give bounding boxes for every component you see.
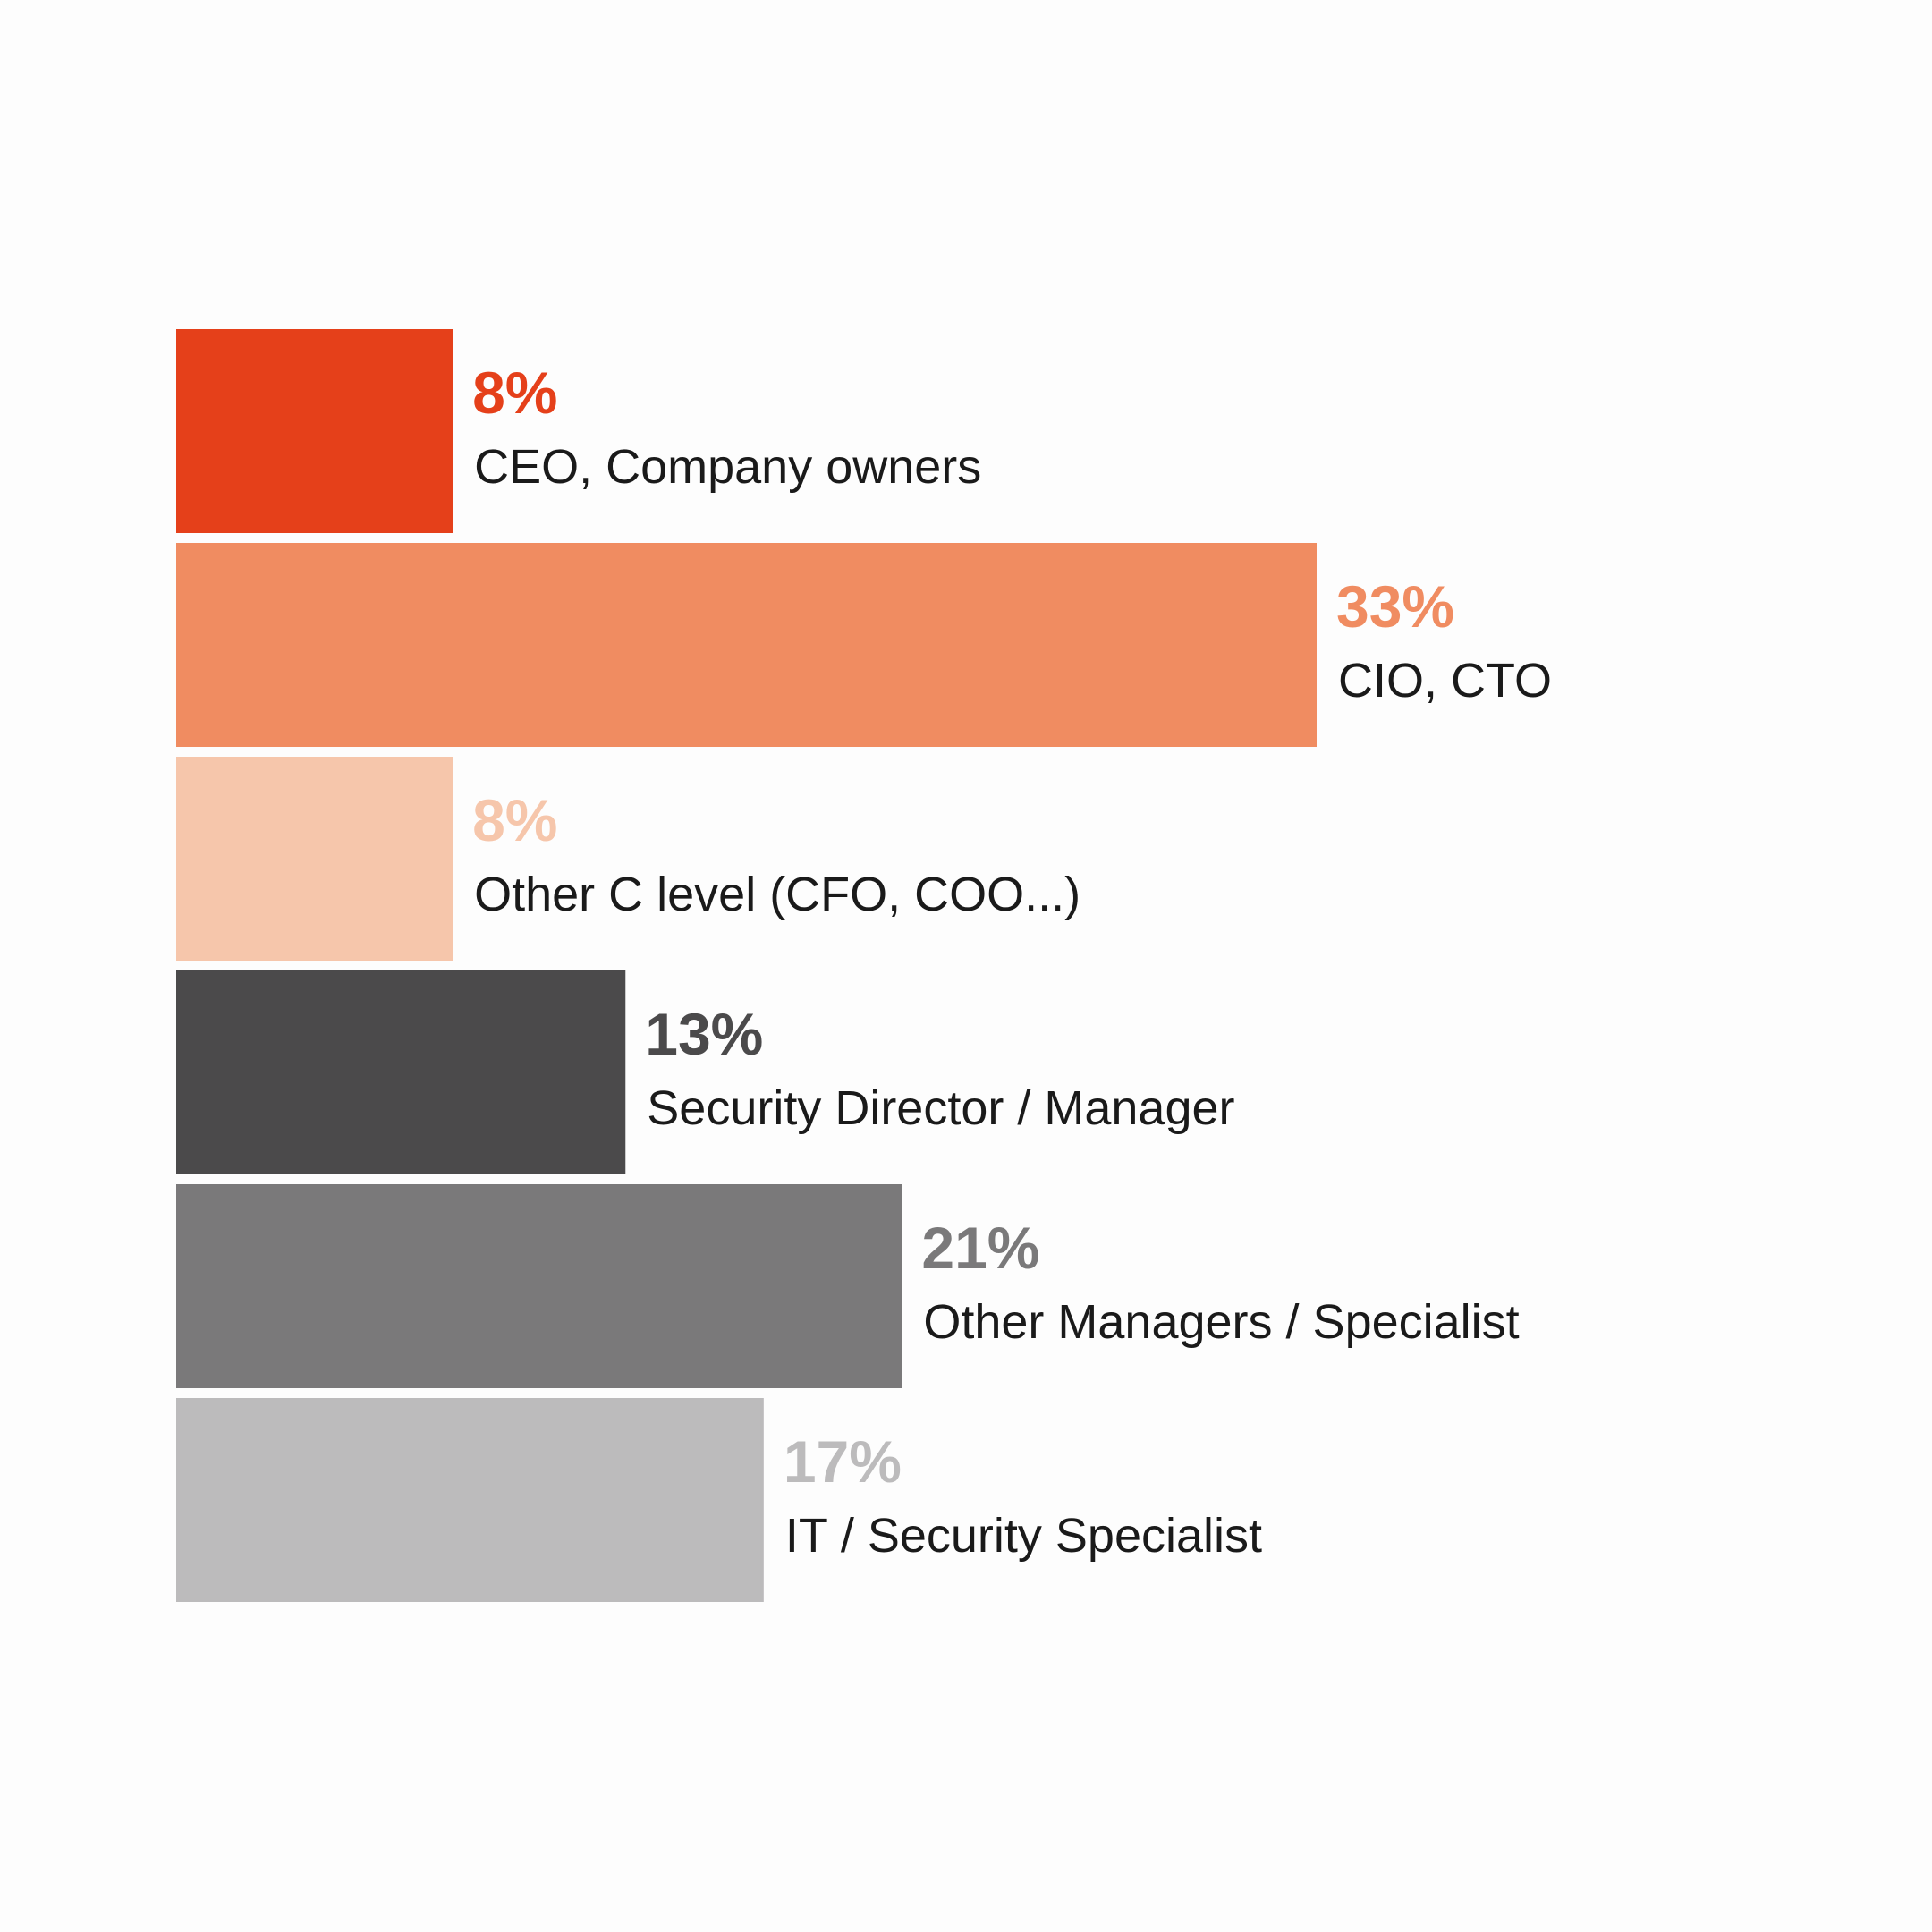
category-label-1: CEO, Company owners bbox=[474, 440, 981, 494]
value-label-3: 8% bbox=[472, 787, 557, 853]
value-label-5: 21% bbox=[921, 1215, 1039, 1281]
bars-group bbox=[176, 329, 1317, 1602]
category-label-6: IT / Security Specialist bbox=[785, 1509, 1262, 1563]
bar-5 bbox=[176, 1184, 902, 1388]
bar-3 bbox=[176, 757, 453, 961]
value-label-4: 13% bbox=[645, 1001, 763, 1067]
bar-4 bbox=[176, 970, 626, 1174]
bar-1 bbox=[176, 329, 453, 533]
category-label-5: Other Managers / Specialist bbox=[923, 1295, 1519, 1349]
category-label-4: Security Director / Manager bbox=[647, 1081, 1234, 1135]
value-label-6: 17% bbox=[784, 1428, 902, 1495]
bar-2 bbox=[176, 543, 1317, 747]
labels-group: 8% CEO, Company owners 33% CIO, CTO 8% Other … bbox=[472, 360, 1552, 1563]
bar-6 bbox=[176, 1398, 764, 1602]
value-label-2: 33% bbox=[1336, 573, 1454, 640]
category-label-2: CIO, CTO bbox=[1338, 654, 1552, 708]
value-label-1: 8% bbox=[472, 360, 557, 426]
category-label-3: Other C level (CFO, COO...) bbox=[474, 868, 1080, 921]
